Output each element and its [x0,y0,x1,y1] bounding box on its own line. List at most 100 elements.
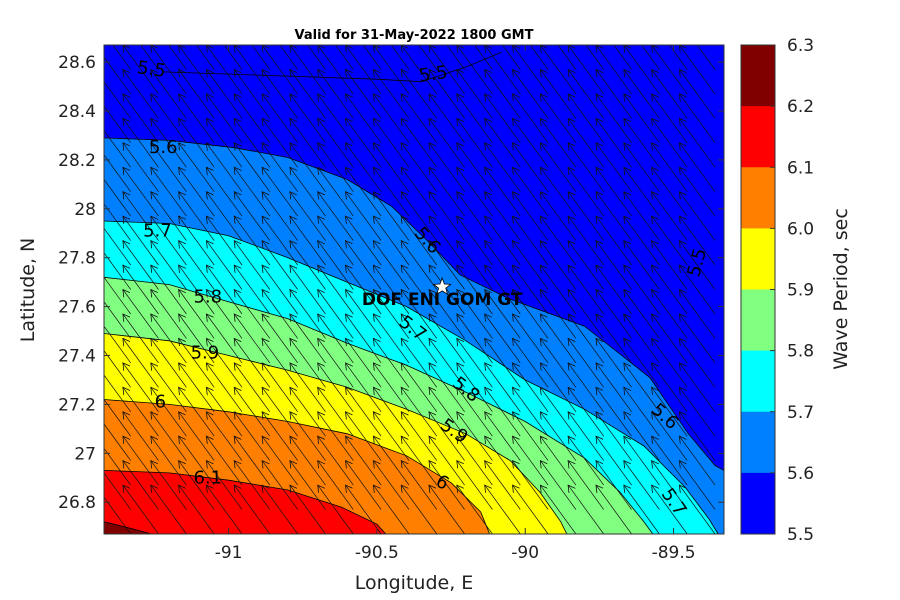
wave-arrow [679,290,716,339]
wave-arrow [624,216,660,266]
y-tick-label: 28.2 [58,151,96,171]
wave-arrow [262,45,298,95]
wave-arrow [104,423,131,461]
wave-arrow [346,387,382,437]
wave-arrow [151,192,187,241]
wave-arrow [596,314,632,364]
wave-arrow [485,265,521,315]
wave-arrow [290,485,326,534]
wave-arrow [401,387,438,437]
wave-arrow [513,143,549,192]
wave-arrow [429,363,465,413]
wave-arrow [262,338,298,388]
wave-arrow [485,167,521,217]
wave-arrow [624,94,660,144]
wave-arrow [318,241,354,290]
wave-arrow [206,485,243,534]
wave-arrow [262,143,298,192]
wave-arrow [652,363,688,413]
wave-arrow [429,290,465,339]
colorbar-tick-label: 5.8 [787,342,814,362]
wave-arrow [596,387,632,437]
wave-arrow [429,485,465,534]
wave-arrow [679,216,716,266]
wave-arrow [457,216,493,266]
wave-arrow [596,216,632,266]
wave-arrow [624,338,660,388]
wave-arrow [429,118,465,168]
wave-arrow [568,167,604,217]
wave-arrow [206,216,243,266]
wave-arrow [290,436,326,486]
wave-arrow [290,387,326,437]
colorbar-segment [741,350,775,413]
wave-arrow [104,105,131,144]
contour-label: 5.5 [418,62,449,87]
wave-arrow [568,436,604,486]
wave-arrow [624,241,660,290]
colorbar-tick-label: 6.1 [787,158,814,178]
wave-arrow [568,118,604,168]
wave-arrow [234,338,271,388]
wave-arrow [624,70,660,119]
wave-arrow [123,412,159,461]
wave-arrow [679,192,716,241]
wave-arrow [346,118,382,168]
wave-arrow [513,363,549,413]
wave-arrow [679,314,716,364]
wave-arrow [290,192,326,241]
wave-arrow [401,265,438,315]
wave-arrow [206,412,243,461]
wave-arrow [624,167,660,217]
wave-arrow [373,70,410,119]
wave-arrow [513,387,549,437]
colorbar-segment [741,45,775,107]
wave-arrow [290,94,326,144]
wave-arrow [624,412,660,461]
wave-arrow [104,178,131,217]
wave-arrow [429,387,465,437]
wave-arrow [104,276,131,315]
wave-arrow [679,167,716,217]
x-axis-label: Longitude, E [355,572,474,594]
wave-arrow [596,265,632,315]
wave-arrow [290,265,326,315]
wave-arrow [179,485,215,534]
wave-arrow [624,314,660,364]
wave-arrow [568,143,604,192]
wave-arrow [206,461,243,510]
wave-arrow [151,485,187,534]
wave-arrow [290,70,326,119]
wave-arrow [104,472,131,510]
wave-arrow [179,314,215,364]
wave-arrow [346,265,382,315]
wave-arrow [290,461,326,510]
wave-arrow [262,461,298,510]
wave-arrow [318,436,354,486]
contour-label: 5.5 [136,57,167,82]
wave-arrow [373,265,410,315]
wave-arrow [540,241,577,290]
wave-arrow [457,118,493,168]
wave-arrow [568,412,604,461]
wave-arrow [373,436,410,486]
wave-arrow [429,143,465,192]
wave-arrow [179,45,215,95]
wave-arrow [123,290,159,339]
wave-arrow [179,118,215,168]
wave-arrow [679,70,716,119]
wave-arrow [429,265,465,315]
colorbar-ticks: 6.3 6.2 6.1 6.0 5.9 5.8 5.7 5.6 5.5 [770,36,814,545]
wave-arrow [513,436,549,486]
contour-label: 5.7 [143,220,172,241]
wave-arrow [318,265,354,315]
wave-arrow [596,363,632,413]
wave-arrow [679,485,716,534]
y-tick-label: 28.4 [58,102,96,122]
wave-arrow [429,412,465,461]
wave-arrow [123,118,159,168]
wave-arrow [401,412,438,461]
wave-arrow [679,387,716,437]
wave-arrow [318,70,354,119]
contour-label: 6.1 [193,467,222,488]
